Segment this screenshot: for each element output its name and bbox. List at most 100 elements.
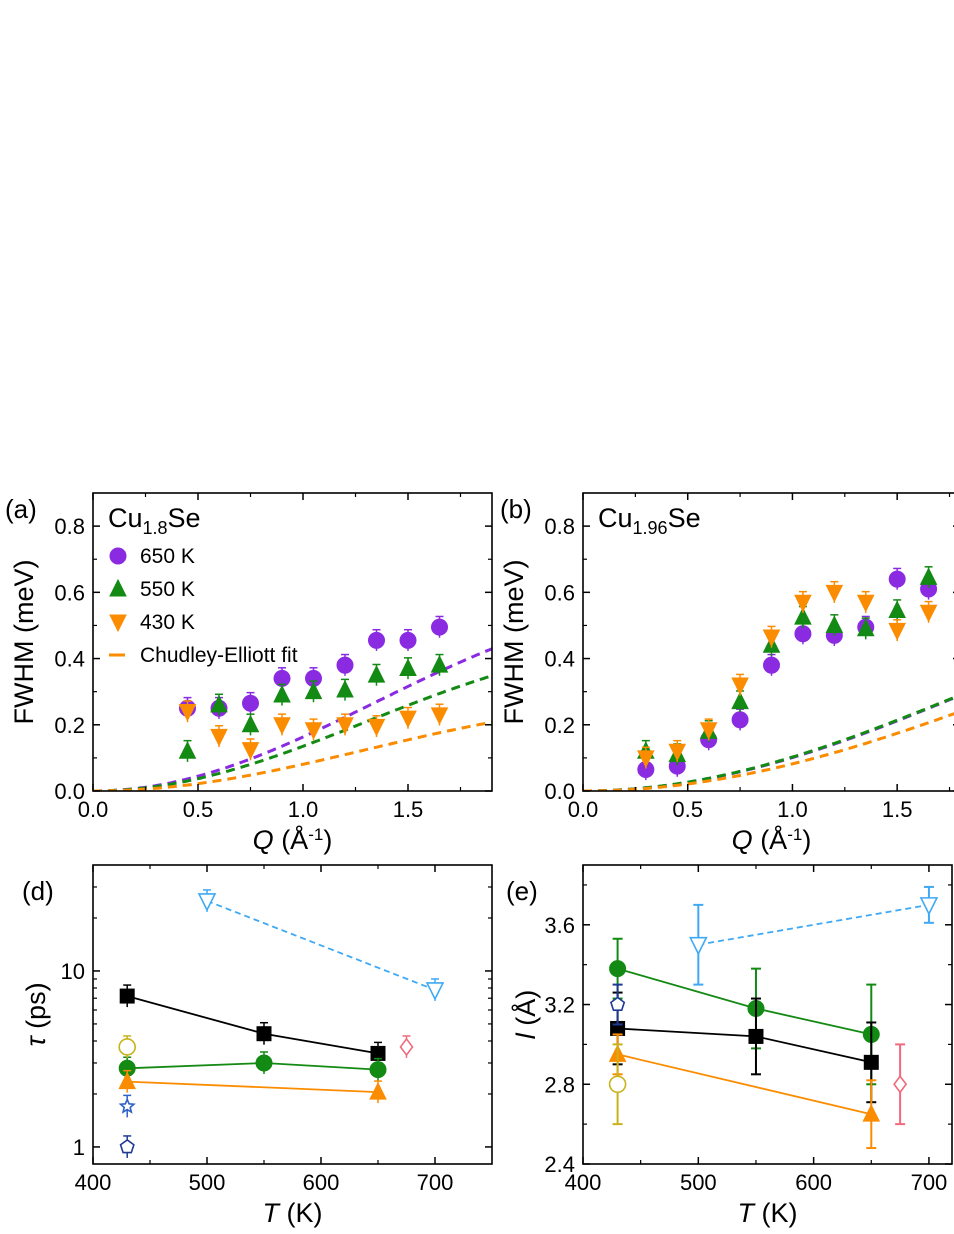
panel-a-legend-label: Chudley-Elliott fit: [140, 644, 298, 667]
panel-e-ytick-label: 3.6: [544, 913, 575, 938]
panel-b-point-430k: [794, 594, 812, 613]
panel-d-xtick-label: 700: [417, 1170, 454, 1195]
panel-b-frame: [582, 492, 954, 792]
panel-b-y-axis-title: FWHM (meV): [499, 560, 529, 725]
panel-a-point-430k: [367, 718, 386, 737]
panel-d-point-blue: [118, 1097, 136, 1114]
panel-a-legend-label: 650 K: [140, 545, 195, 568]
panel-d-series-line-orange: [127, 1080, 379, 1093]
panel-b-title-main: Cu: [598, 503, 633, 533]
panel-e-y-axis-title: l (Å): [510, 990, 541, 1040]
panel-d-x-axis-var: T: [263, 1198, 282, 1228]
panel-a-xtick-label: 1.5: [393, 797, 424, 822]
panel-b-ytick-label: 0.4: [544, 647, 575, 672]
panel-e-xtick-label: 500: [680, 1170, 717, 1195]
panel-b-title: Cu1.96Se: [598, 503, 701, 538]
panel-e-point-lightblue: [919, 897, 939, 916]
panel-a-point-650k: [368, 631, 385, 649]
panel-b-point-430k: [888, 622, 906, 641]
panel-a-legend-marker: [109, 547, 127, 565]
panel-a-fit-curve-2: [93, 674, 492, 791]
panel-b-point-650k: [794, 625, 812, 643]
panel-d-point-olive: [118, 1038, 136, 1056]
panel-e-label: (e): [506, 876, 538, 906]
panel-a-y-axis-title: FWHM (meV): [9, 560, 39, 725]
panel-b-point-430k: [825, 584, 844, 603]
panel-a-title-sub: 1.8: [143, 518, 168, 538]
panel-e-point-pink: [893, 1074, 908, 1094]
panel-d-point-lightblue: [197, 893, 217, 912]
panel-a-x-axis-unit: (Å: [274, 824, 309, 855]
panel-a-point-430k: [210, 728, 228, 747]
panel-d-label: (d): [22, 876, 54, 906]
panel-a-xtick-label: 1.0: [288, 797, 319, 822]
panel-a-point-430k: [178, 704, 197, 722]
panel-e-frame: [582, 864, 953, 1165]
panel-d-point-orange: [118, 1071, 137, 1090]
panel-b-point-550k: [888, 600, 906, 619]
panel-a-legend-label: 550 K: [140, 578, 195, 601]
panel-e-y-axis-unit: (Å): [510, 990, 541, 1034]
panel-b-point-550k: [794, 607, 812, 625]
panel-a-legend-marker: [109, 578, 127, 597]
panel-a-ytick-label: 0.4: [54, 647, 85, 672]
panel-d-ytick-label: 10: [61, 959, 85, 984]
panel-b-point-550k: [825, 615, 844, 633]
panel-b-title-end: Se: [668, 503, 701, 533]
panel-e-point-lightblue: [689, 936, 708, 956]
panel-d-y-axis-var: τ: [21, 1035, 51, 1047]
panel-d-point-black: [256, 1026, 272, 1042]
panel-a-ytick-label: 0.0: [54, 779, 85, 804]
panel-b-x-axis-unit: (Å: [753, 824, 788, 855]
panel-e-point-black: [863, 1054, 879, 1070]
panel-d-point-pink: [399, 1037, 414, 1057]
panel-b-fit-curve-3: [583, 712, 954, 791]
panel-a-ytick-label: 0.8: [54, 514, 85, 539]
panel-d-point-orange: [369, 1081, 387, 1100]
panel-a-point-430k: [336, 717, 354, 735]
panel-a-x-axis-var: Q: [253, 825, 274, 855]
panel-e-x-axis-title: T (K): [738, 1198, 798, 1228]
panel-e-xtick-label: 600: [795, 1170, 832, 1195]
panel-d-xtick-label: 600: [303, 1170, 340, 1195]
panel-b-x-axis-end: ): [802, 825, 811, 855]
panel-a-point-550k: [367, 664, 386, 683]
panel-b-ytick-label: 0.6: [544, 580, 575, 605]
panel-b-point-550k: [731, 691, 749, 710]
panel-a-label: (a): [5, 494, 37, 524]
panel-a-point-550k: [178, 741, 197, 759]
panel-a-xtick-label: 0.5: [183, 797, 214, 822]
panel-a-x-axis-title: Q (Å-1): [253, 824, 333, 855]
panel-b-xtick-label: 1.5: [882, 797, 913, 822]
panel-d-xtick-label: 500: [189, 1170, 226, 1195]
panel-e-xtick-label: 400: [565, 1170, 602, 1195]
panel-a-x-axis-end: ): [323, 825, 332, 855]
panel-a-point-550k: [304, 681, 323, 700]
panel-a-x-axis-sup: -1: [308, 825, 323, 844]
panel-a-point-430k: [430, 707, 449, 725]
panel-a-title-main: Cu: [108, 503, 143, 533]
panel-b-x-axis-title: Q (Å-1): [732, 824, 812, 855]
panel-d-series-line-lightblue: [206, 900, 436, 991]
panel-e-point-black: [748, 1028, 764, 1044]
panel-b-ytick-label: 0.8: [544, 514, 575, 539]
panel-b-x-axis-sup: -1: [787, 825, 802, 844]
panel-b-point-550k: [919, 567, 938, 585]
panel-d-y-axis-title: τ (ps): [21, 982, 51, 1046]
panel-d-point-black: [119, 988, 135, 1004]
panel-d-frame: [92, 864, 493, 1165]
panel-b-label: (b): [500, 494, 532, 524]
panel-e-y-axis-var: l: [511, 1032, 541, 1039]
panel-a-legend-marker: [109, 614, 127, 633]
panel-a-point-550k: [336, 679, 354, 698]
panel-b-point-430k: [731, 677, 749, 696]
panel-a-point-550k: [273, 684, 291, 703]
panel-a: 0.0 0.5 1.0 1.5 0.0 0.2 0.4 0.6 0.8 (a) Cu1.8Se FWH…: [5, 492, 493, 855]
panel-b-title-sub: 1.96: [633, 518, 668, 538]
panel-e-ytick-label: 3.2: [544, 993, 575, 1018]
panel-e-point-olive: [608, 1075, 627, 1094]
panel-a-point-550k: [210, 694, 228, 713]
panel-a-point-430k: [304, 722, 323, 740]
panel-d-point-lightblue: [425, 982, 445, 1001]
